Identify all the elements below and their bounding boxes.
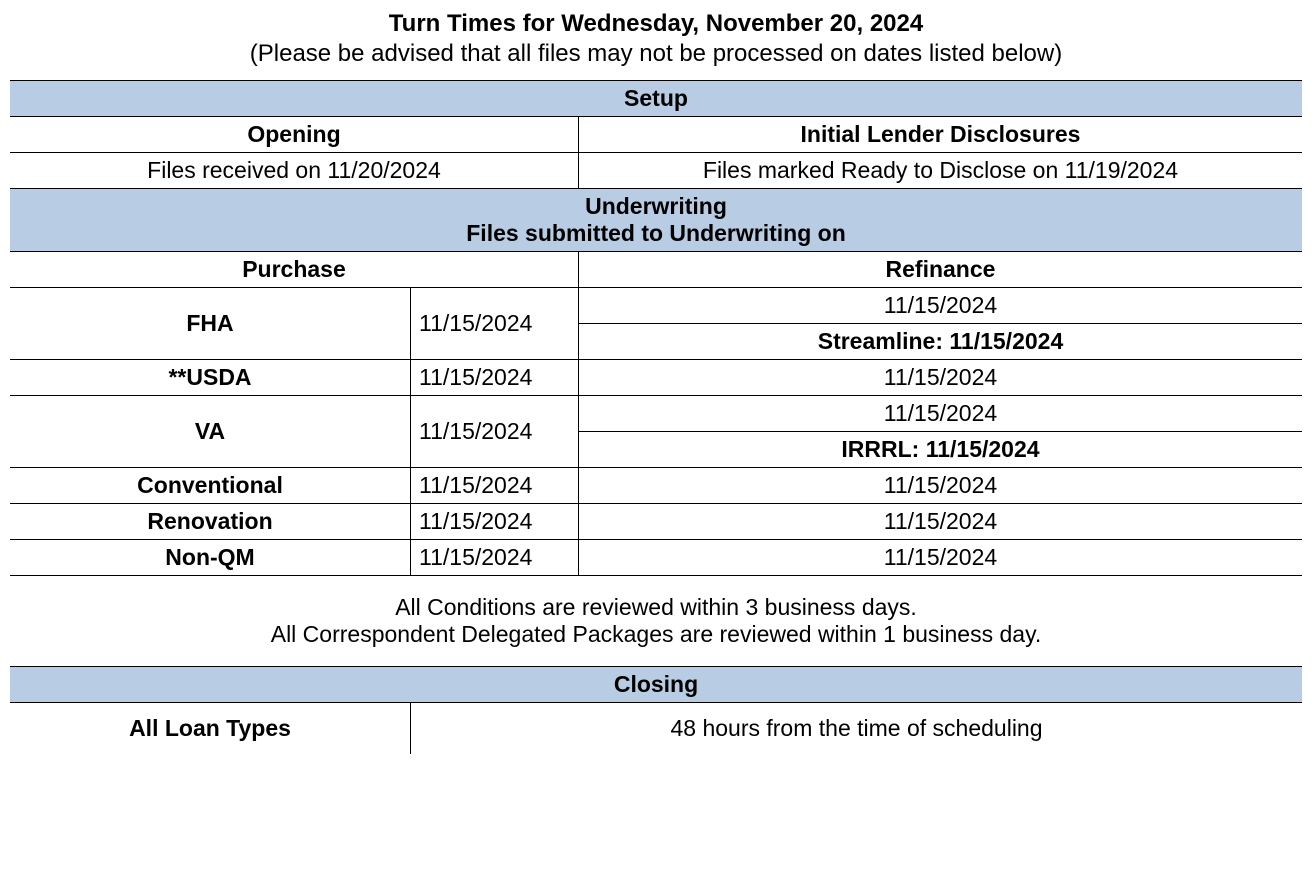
va-label: VA xyxy=(10,396,411,468)
opening-header: Opening xyxy=(10,117,578,153)
notes-cell: All Conditions are reviewed within 3 bus… xyxy=(10,576,1302,667)
refinance-header: Refinance xyxy=(578,252,1302,288)
disclosures-header: Initial Lender Disclosures xyxy=(578,117,1302,153)
fha-purchase-date: 11/15/2024 xyxy=(411,288,579,360)
renovation-refinance-date: 11/15/2024 xyxy=(578,504,1302,540)
table-row: Opening Initial Lender Disclosures xyxy=(10,117,1302,153)
turn-times-table: Setup Opening Initial Lender Disclosures… xyxy=(10,80,1302,754)
table-row: Underwriting Files submitted to Underwri… xyxy=(10,189,1302,252)
table-row: Setup xyxy=(10,81,1302,117)
conventional-label: Conventional xyxy=(10,468,411,504)
table-row: VA 11/15/2024 11/15/2024 xyxy=(10,396,1302,432)
conventional-refinance-date: 11/15/2024 xyxy=(578,468,1302,504)
table-row: Conventional 11/15/2024 11/15/2024 xyxy=(10,468,1302,504)
table-row: Renovation 11/15/2024 11/15/2024 xyxy=(10,504,1302,540)
table-row: Closing xyxy=(10,667,1302,703)
page-title: Turn Times for Wednesday, November 20, 2… xyxy=(10,10,1302,38)
table-row: Purchase Refinance xyxy=(10,252,1302,288)
nonqm-refinance-date: 11/15/2024 xyxy=(578,540,1302,576)
usda-purchase-date: 11/15/2024 xyxy=(411,360,579,396)
usda-refinance-date: 11/15/2024 xyxy=(578,360,1302,396)
conventional-purchase-date: 11/15/2024 xyxy=(411,468,579,504)
notes-line1: All Conditions are reviewed within 3 bus… xyxy=(395,594,917,620)
underwriting-label-line2: Files submitted to Underwriting on xyxy=(466,220,846,246)
page-subtitle: (Please be advised that all files may no… xyxy=(10,40,1302,68)
table-row: FHA 11/15/2024 11/15/2024 xyxy=(10,288,1302,324)
disclosures-value: Files marked Ready to Disclose on 11/19/… xyxy=(578,153,1302,189)
va-purchase-date: 11/15/2024 xyxy=(411,396,579,468)
va-refinance-date: 11/15/2024 xyxy=(578,396,1302,432)
table-row: All Conditions are reviewed within 3 bus… xyxy=(10,576,1302,667)
nonqm-purchase-date: 11/15/2024 xyxy=(411,540,579,576)
notes-line2: All Correspondent Delegated Packages are… xyxy=(271,621,1042,647)
fha-label: FHA xyxy=(10,288,411,360)
setup-section-header: Setup xyxy=(10,81,1302,117)
closing-value: 48 hours from the time of scheduling xyxy=(411,703,1302,755)
va-irrrl: IRRRL: 11/15/2024 xyxy=(578,432,1302,468)
table-row: Files received on 11/20/2024 Files marke… xyxy=(10,153,1302,189)
table-row: All Loan Types 48 hours from the time of… xyxy=(10,703,1302,755)
fha-streamline: Streamline: 11/15/2024 xyxy=(578,324,1302,360)
usda-label: **USDA xyxy=(10,360,411,396)
closing-loan-types-label: All Loan Types xyxy=(10,703,411,755)
table-row: **USDA 11/15/2024 11/15/2024 xyxy=(10,360,1302,396)
underwriting-label-line1: Underwriting xyxy=(585,193,727,219)
underwriting-section-header: Underwriting Files submitted to Underwri… xyxy=(10,189,1302,252)
renovation-purchase-date: 11/15/2024 xyxy=(411,504,579,540)
opening-value: Files received on 11/20/2024 xyxy=(10,153,578,189)
renovation-label: Renovation xyxy=(10,504,411,540)
fha-refinance-date: 11/15/2024 xyxy=(578,288,1302,324)
table-row: Non-QM 11/15/2024 11/15/2024 xyxy=(10,540,1302,576)
nonqm-label: Non-QM xyxy=(10,540,411,576)
purchase-header: Purchase xyxy=(10,252,578,288)
turn-times-document: Turn Times for Wednesday, November 20, 2… xyxy=(10,10,1302,754)
closing-section-header: Closing xyxy=(10,667,1302,703)
